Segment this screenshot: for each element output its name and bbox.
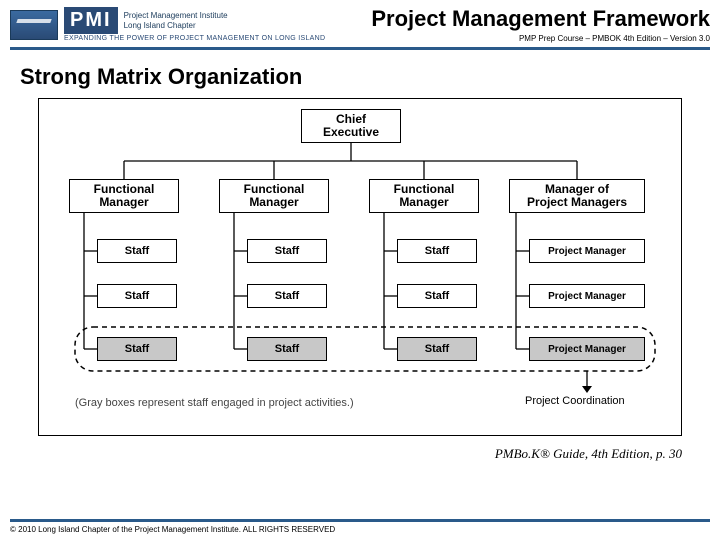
node-pm1: Project Manager [529, 239, 645, 263]
logo-institute-lines: Project Management Institute Long Island… [124, 11, 228, 30]
org-chart-frame: Chief Executive Functional Manager Functio… [38, 98, 682, 436]
logo-icon [10, 10, 58, 40]
title-block: Project Management Framework PMP Prep Co… [337, 6, 710, 43]
footer-divider [10, 519, 710, 522]
logo-text-stack: PMI Project Management Institute Long Is… [64, 7, 325, 42]
logo-tagline: EXPANDING THE POWER OF PROJECT MANAGEMEN… [64, 35, 325, 42]
node-fm3: Functional Manager [369, 179, 479, 213]
node-s31: Staff [397, 239, 477, 263]
org-chart-connectors [39, 99, 681, 435]
node-pm2: Project Manager [529, 284, 645, 308]
node-pm3: Project Manager [529, 337, 645, 361]
node-s21: Staff [247, 239, 327, 263]
node-ceo: Chief Executive [301, 109, 401, 143]
slide-subtitle: PMP Prep Course – PMBOK 4th Edition – Ve… [337, 34, 710, 43]
logo-pmi-mark: PMI [64, 7, 118, 34]
node-s22: Staff [247, 284, 327, 308]
node-s23: Staff [247, 337, 327, 361]
slide-header: PMI Project Management Institute Long Is… [0, 0, 720, 45]
logo-block: PMI Project Management Institute Long Is… [10, 7, 325, 42]
logo-line2: Long Island Chapter [124, 21, 196, 30]
node-s12: Staff [97, 284, 177, 308]
citation: PMBo.K® Guide, 4th Edition, p. 30 [0, 436, 720, 462]
slide-title: Project Management Framework [337, 6, 710, 32]
node-fm2: Functional Manager [219, 179, 329, 213]
node-mpm: Manager of Project Managers [509, 179, 645, 213]
copyright: © 2010 Long Island Chapter of the Projec… [10, 525, 335, 534]
diagram-caption: (Gray boxes represent staff engaged in p… [75, 397, 354, 409]
node-s33: Staff [397, 337, 477, 361]
section-title: Strong Matrix Organization [0, 50, 720, 98]
slide-footer: © 2010 Long Island Chapter of the Projec… [10, 515, 710, 534]
node-s13: Staff [97, 337, 177, 361]
node-s11: Staff [97, 239, 177, 263]
logo-line1: Project Management Institute [124, 11, 228, 20]
project-coordination-label: Project Coordination [525, 395, 625, 407]
node-s32: Staff [397, 284, 477, 308]
node-fm1: Functional Manager [69, 179, 179, 213]
